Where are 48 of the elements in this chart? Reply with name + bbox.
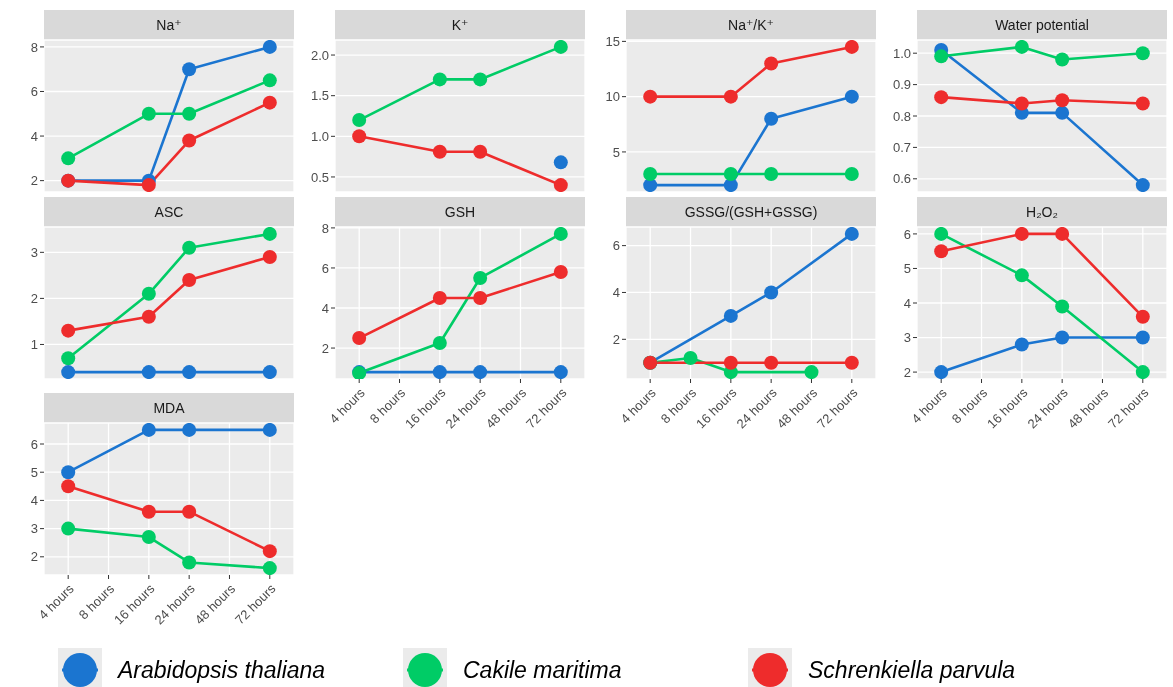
y-tick-label: 0.7 [892,140,911,156]
y-tick-label: 2.0 [310,47,329,63]
legend-label: Schrenkiella parvula [808,656,1016,684]
y-tick-label: 1.0 [892,45,911,61]
y-tick-label: 4 [903,295,911,311]
y-tick-label: 1 [30,337,38,353]
chart-title: MDA [44,393,294,423]
y-tick-label: 6 [30,436,38,452]
y-tick-label: 3 [30,244,38,260]
y-tick-label: 8 [30,39,38,55]
chart-title: H₂O₂ [917,197,1167,227]
y-tick-label: 6 [612,238,620,254]
y-tick-label: 1.5 [310,88,329,104]
y-tick-label: 10 [605,89,620,105]
chart-title: Na⁺/K⁺ [626,10,876,40]
y-tick-label: 3 [30,521,38,537]
chart-title: GSH [335,197,585,227]
y-tick-label: 4 [321,300,329,316]
y-tick-label: 4 [612,285,620,301]
y-tick-label: 2 [903,364,911,380]
chart-title: Water potential [917,10,1167,40]
chart-title: K⁺ [335,10,585,40]
y-tick-label: 5 [903,261,911,277]
y-tick-label: 0.6 [892,171,911,187]
y-tick-label: 4 [30,128,38,144]
y-tick-label: 2 [612,331,620,347]
y-tick-label: 0.9 [892,77,911,93]
y-tick-label: 6 [903,226,911,242]
y-tick-label: 2 [30,291,38,307]
y-tick-label: 6 [321,260,329,276]
y-tick-label: 0.5 [310,169,329,185]
y-tick-label: 15 [605,34,620,49]
legend-label: Cakile maritima [463,656,622,684]
y-tick-label: 6 [30,84,38,100]
y-tick-label: 4 [30,493,38,509]
y-tick-label: 1.0 [310,128,329,144]
y-tick-label: 2 [321,340,329,356]
y-tick-label: 0.8 [892,108,911,124]
chart-title: Na⁺ [44,10,294,40]
y-tick-label: 2 [30,549,38,565]
y-tick-label: 8 [321,220,329,236]
chart-title: GSSG/(GSH+GSSG) [626,197,876,227]
legend-label: Arabidopsis thaliana [118,656,326,684]
y-tick-label: 3 [903,330,911,346]
y-tick-label: 5 [612,144,620,160]
y-tick-label: 2 [30,173,38,189]
y-tick-label: 5 [30,464,38,480]
chart-title: ASC [44,197,294,227]
